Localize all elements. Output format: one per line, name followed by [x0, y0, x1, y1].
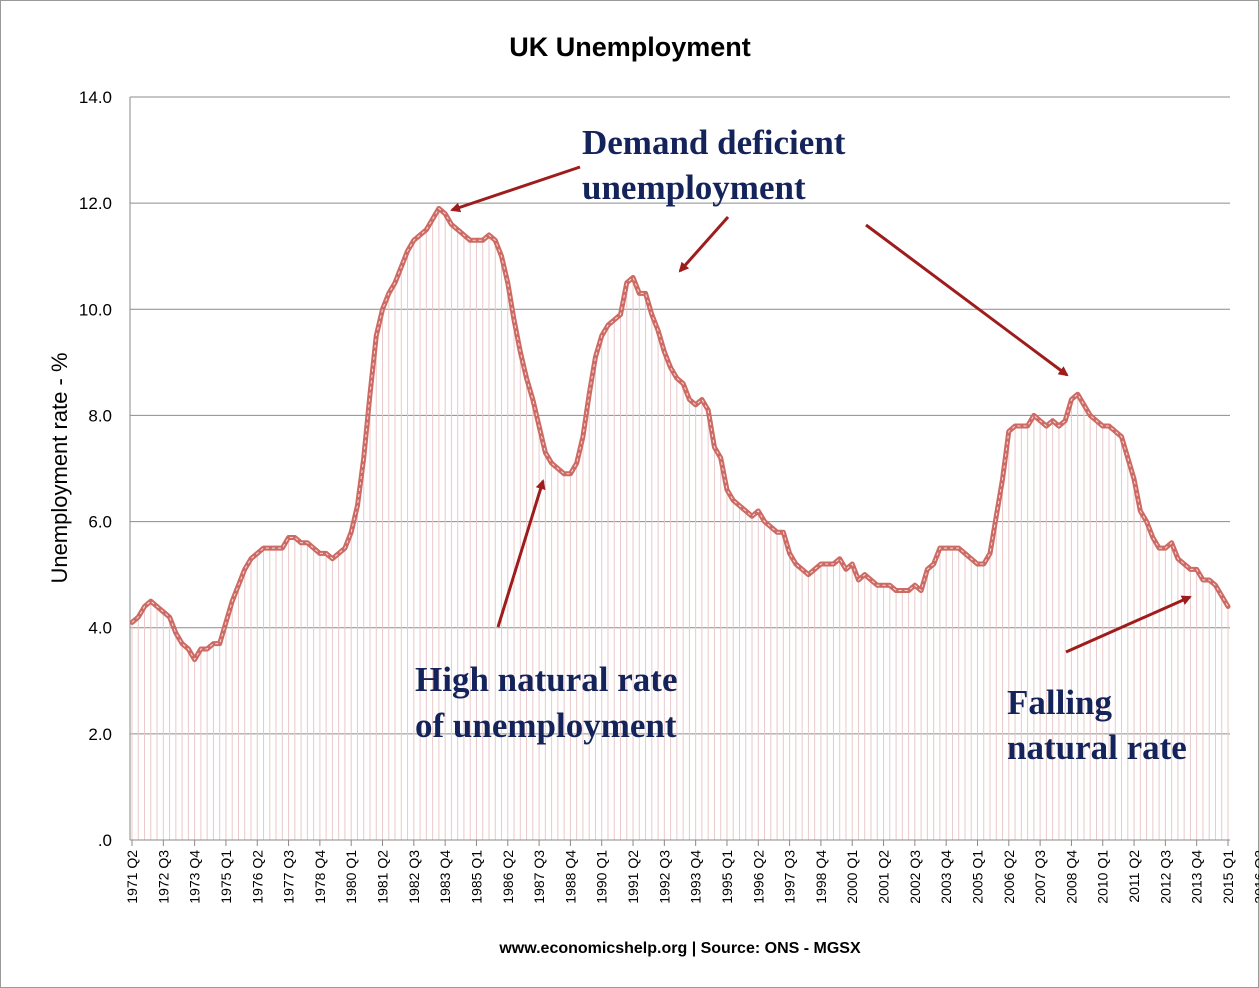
- x-tick-label: 2002 Q3: [907, 850, 923, 904]
- y-tick-label: 12.0: [79, 194, 112, 213]
- x-tick-label: 2015 Q1: [1220, 850, 1236, 904]
- x-tick-label: 2008 Q4: [1063, 850, 1079, 904]
- x-tick-label: 1983 Q4: [437, 850, 453, 904]
- x-tick-label: 2006 Q2: [1001, 850, 1017, 904]
- annotation-demand-deficient-line1: Demand deficient: [582, 123, 846, 162]
- x-tick-labels: 1971 Q2 1972 Q3 1973 Q4 1975 Q1 1976 Q2 1977 …: [124, 850, 1259, 904]
- x-tick-label: 2003 Q4: [938, 850, 954, 904]
- x-tick-label: 1977 Q3: [281, 850, 297, 904]
- x-tick-label: 2000 Q1: [844, 850, 860, 904]
- x-tick-label: 1988 Q4: [562, 850, 578, 904]
- x-tick-label: 1990 Q1: [594, 850, 610, 904]
- annotation-arrow-falling-rate: [1065, 595, 1192, 654]
- y-tick-label: 6.0: [88, 513, 112, 532]
- x-tick-marks: [131, 840, 1259, 846]
- x-tick-label: 1992 Q3: [656, 850, 672, 904]
- y-tick-label: .0: [98, 831, 112, 850]
- series-line-unemployment: [129, 205, 1231, 663]
- x-tick-label: 1975 Q1: [218, 850, 234, 904]
- series-line-highlight: [131, 207, 1229, 661]
- annotation-falling-natural-rate-line2: natural rate: [1007, 728, 1187, 767]
- annotation-high-natural-rate-line1: High natural rate: [415, 660, 677, 699]
- x-tick-label: 1973 Q4: [187, 850, 203, 904]
- x-tick-label: 2012 Q3: [1157, 850, 1173, 904]
- x-tick-label: 2013 Q4: [1189, 850, 1205, 904]
- y-tick-label: 4.0: [88, 619, 112, 638]
- annotation-arrow-natural-rate: [496, 479, 546, 628]
- y-axis-label: Unemployment rate - %: [47, 352, 72, 583]
- x-tick-label: 1996 Q2: [750, 850, 766, 904]
- x-tick-label: 1982 Q3: [406, 850, 422, 904]
- y-tick-labels: .0 2.0 4.0 6.0 8.0 10.0 12.0 14.0: [79, 88, 112, 850]
- x-tick-label: 2011 Q2: [1126, 850, 1142, 903]
- annotation-demand-deficient-line2: unemployment: [582, 168, 806, 207]
- x-tick-label: 1972 Q3: [155, 850, 171, 904]
- x-tick-label: 1998 Q4: [813, 850, 829, 904]
- y-tick-label: 8.0: [88, 406, 112, 425]
- x-tick-label: 1991 Q2: [625, 850, 641, 904]
- annotation-arrow-peak-1983: [450, 165, 581, 213]
- y-tick-label: 2.0: [88, 725, 112, 744]
- x-tick-label: 2005 Q1: [969, 850, 985, 904]
- x-tick-label: 1978 Q4: [312, 850, 328, 904]
- x-tick-label: 1971 Q2: [124, 850, 140, 904]
- x-tick-label: 1976 Q2: [249, 850, 265, 904]
- x-tick-label: 2007 Q3: [1032, 850, 1048, 904]
- source-note: www.economicshelp.org | Source: ONS - MG…: [498, 940, 861, 957]
- annotation-arrow-peak-2011: [865, 223, 1069, 377]
- x-tick-label: 1985 Q1: [468, 850, 484, 904]
- x-tick-label: 1986 Q2: [500, 850, 516, 904]
- chart-title: UK Unemployment: [509, 32, 751, 62]
- x-tick-label: 2016 Q2: [1251, 850, 1259, 904]
- y-tick-label: 10.0: [79, 300, 112, 319]
- drop-lines: [131, 208, 1229, 840]
- series-group: [129, 205, 1231, 663]
- x-tick-label: 1980 Q1: [343, 850, 359, 904]
- annotation-falling-natural-rate-line1: Falling: [1007, 683, 1113, 722]
- x-tick-label: 1993 Q4: [688, 850, 704, 904]
- y-tick-label: 14.0: [79, 88, 112, 107]
- x-tick-label: 2001 Q2: [876, 850, 892, 904]
- x-tick-label: 1981 Q2: [375, 850, 391, 904]
- x-tick-label: 2010 Q1: [1095, 850, 1111, 904]
- x-tick-label: 1995 Q1: [719, 850, 735, 904]
- x-tick-label: 1987 Q3: [531, 850, 547, 904]
- annotation-arrow-peak-1993: [678, 216, 730, 273]
- x-tick-label: 1997 Q3: [782, 850, 798, 904]
- annotation-high-natural-rate-line2: of unemployment: [415, 706, 677, 745]
